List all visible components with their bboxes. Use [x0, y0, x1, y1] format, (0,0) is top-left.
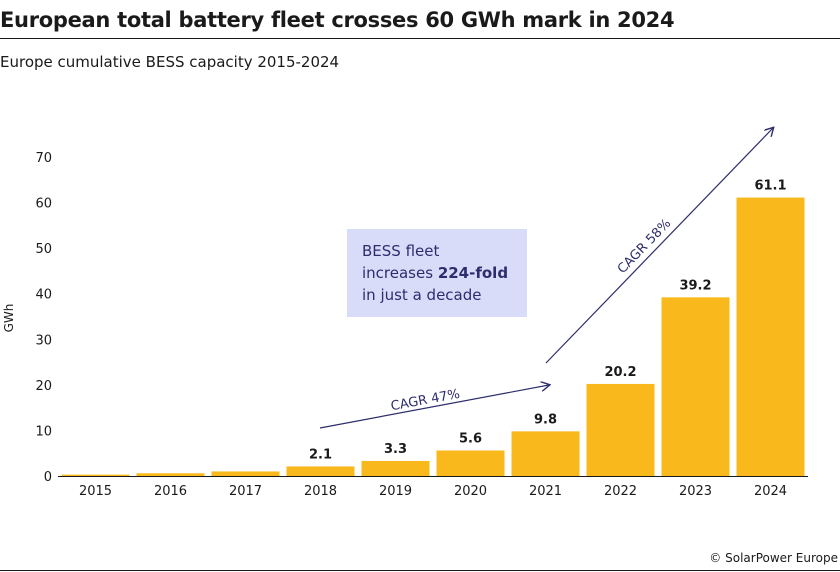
callout-line-3: in just a decade	[362, 286, 482, 304]
data-label-2024: 61.1	[754, 179, 786, 194]
x-tick-label-2024: 2024	[754, 484, 787, 499]
title-divider	[0, 38, 840, 39]
bar-2018	[286, 466, 355, 476]
cagr-58-label: CAGR 58%	[615, 216, 674, 277]
x-tick-label-2017: 2017	[229, 484, 262, 499]
x-tick-label-2020: 2020	[454, 484, 487, 499]
bar-2021	[511, 431, 580, 476]
y-axis-title: GWh	[2, 304, 16, 333]
callout-box: BESS fleet increases 224-fold in just a …	[347, 229, 527, 317]
callout-line-2: increases 224-fold	[362, 262, 512, 284]
x-tick-label-2021: 2021	[529, 484, 562, 499]
source-credit: © SolarPower Europe	[709, 551, 838, 565]
x-tick-label-2015: 2015	[79, 484, 112, 499]
x-tick-label-2018: 2018	[304, 484, 337, 499]
data-label-2018: 2.1	[309, 447, 332, 462]
bar-2024	[736, 197, 805, 476]
data-label-2021: 9.8	[534, 412, 557, 427]
data-label-2022: 20.2	[604, 365, 636, 380]
footer-divider	[0, 570, 840, 571]
y-tick-label: 0	[44, 470, 52, 485]
y-tick-label: 70	[35, 151, 52, 166]
cagr-47-label: CAGR 47%	[390, 387, 461, 415]
y-tick-label: 40	[35, 288, 52, 303]
x-tick-label-2016: 2016	[154, 484, 187, 499]
x-tick-label-2023: 2023	[679, 484, 712, 499]
chart-subtitle: Europe cumulative BESS capacity 2015-202…	[0, 53, 340, 71]
bar-2019	[361, 460, 430, 476]
cagr-47-arrow	[319, 385, 549, 429]
y-tick-label: 60	[35, 197, 52, 212]
bar-2016	[136, 473, 205, 476]
y-tick-label: 50	[35, 242, 52, 257]
y-tick-label: 10	[35, 424, 52, 439]
x-tick-label-2019: 2019	[379, 484, 412, 499]
bar-2022	[586, 383, 655, 476]
callout-line-1: BESS fleet	[362, 242, 440, 260]
bar-2023	[661, 297, 730, 476]
y-tick-label: 30	[35, 333, 52, 348]
callout-line-2-prefix: increases	[362, 264, 438, 282]
data-label-2019: 3.3	[384, 442, 407, 457]
y-tick-label: 20	[35, 379, 52, 394]
x-tick-label-2022: 2022	[604, 484, 637, 499]
bar-2017	[211, 471, 280, 476]
chart-title: European total battery fleet crosses 60 …	[0, 8, 675, 32]
data-label-2023: 39.2	[679, 278, 711, 293]
callout-highlight: 224-fold	[437, 264, 509, 282]
bar-2020	[436, 450, 505, 476]
cagr-58-arrow	[545, 128, 773, 364]
data-label-2020: 5.6	[459, 431, 482, 446]
bar-2015	[61, 474, 130, 476]
